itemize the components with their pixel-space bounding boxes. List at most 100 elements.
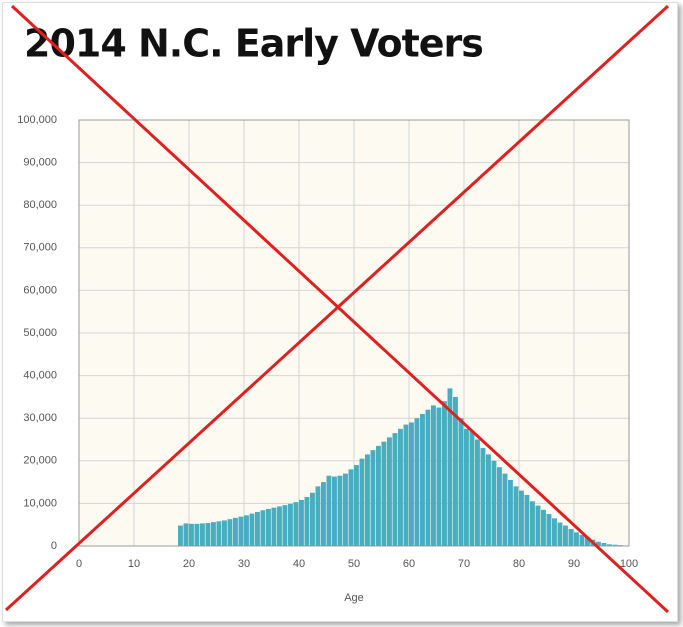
bar <box>233 517 238 546</box>
bar <box>200 523 205 546</box>
bar <box>222 520 227 546</box>
bar <box>563 525 568 546</box>
bar <box>376 445 381 546</box>
bar <box>508 479 513 546</box>
bar <box>524 494 530 546</box>
plot-border <box>78 119 630 547</box>
y-tick-label: 50,000 <box>23 327 57 339</box>
bar <box>277 506 282 546</box>
bar <box>612 544 618 546</box>
bar <box>530 501 535 546</box>
x-tick-label: 20 <box>183 558 195 570</box>
bar <box>607 544 612 546</box>
x-tick-label: 80 <box>513 558 525 570</box>
x-tick-label: 30 <box>238 558 250 570</box>
bar <box>337 475 343 546</box>
chart-title: 2014 N.C. Early Voters <box>24 22 483 66</box>
bar <box>513 486 519 546</box>
x-tick-label: 40 <box>293 558 305 570</box>
bar <box>249 513 255 546</box>
bar <box>332 476 337 546</box>
bar <box>464 428 469 546</box>
bar <box>321 482 326 546</box>
bar <box>216 521 222 546</box>
bar <box>574 532 579 546</box>
bar <box>354 465 359 546</box>
bar <box>420 413 425 546</box>
bar <box>194 523 200 546</box>
bar <box>491 460 497 546</box>
bar <box>370 450 376 546</box>
bar <box>205 522 211 546</box>
bar <box>359 458 365 546</box>
x-tick-label: 0 <box>76 558 82 570</box>
bar <box>348 469 354 546</box>
y-tick-label: 80,000 <box>23 199 57 211</box>
bar <box>409 422 414 546</box>
x-tick-label: 60 <box>403 558 415 570</box>
bar <box>552 518 557 546</box>
bar <box>475 439 480 546</box>
y-tick-label: 0 <box>51 540 57 552</box>
bar <box>486 454 491 546</box>
bar <box>502 473 508 546</box>
bar <box>447 388 453 546</box>
bar <box>381 441 387 546</box>
bar <box>282 505 288 546</box>
bar <box>453 396 458 546</box>
bars <box>178 388 629 546</box>
x-axis-label: Age <box>344 592 364 604</box>
bar <box>579 534 585 546</box>
bar <box>398 428 403 546</box>
bar <box>343 473 348 546</box>
bar <box>260 510 266 546</box>
bar <box>585 537 590 546</box>
bar <box>211 522 216 546</box>
bar <box>469 430 475 546</box>
bar <box>557 522 563 546</box>
y-tick-label: 100,000 <box>17 114 57 126</box>
bar <box>541 509 546 546</box>
bar <box>425 409 431 546</box>
bar <box>497 467 502 546</box>
bar <box>414 418 420 546</box>
cross-line <box>10 4 670 614</box>
x-tick-label: 90 <box>568 558 580 570</box>
bar <box>535 505 541 546</box>
bar <box>365 454 370 546</box>
bar <box>315 486 321 546</box>
y-tick-label: 10,000 <box>23 497 57 509</box>
bar <box>442 401 447 546</box>
bar <box>392 433 398 546</box>
bar <box>436 407 442 546</box>
bar <box>271 507 277 546</box>
bar <box>403 424 409 546</box>
x-tick-label: 100 <box>620 558 638 570</box>
bar <box>227 519 233 546</box>
bar <box>480 448 486 546</box>
x-tick-label: 50 <box>348 558 360 570</box>
y-tick-label: 60,000 <box>23 284 57 296</box>
x-tick-label: 10 <box>128 558 140 570</box>
bar <box>458 418 464 546</box>
y-tick-label: 90,000 <box>23 157 57 169</box>
x-tick-label: 70 <box>458 558 470 570</box>
bar <box>288 503 293 546</box>
y-tick-label: 40,000 <box>23 370 57 382</box>
bar <box>244 515 249 546</box>
bar <box>299 499 304 546</box>
bar <box>387 437 392 546</box>
bar <box>238 516 244 546</box>
y-tick-label: 30,000 <box>23 412 57 424</box>
bar <box>293 502 299 546</box>
bar <box>183 523 189 546</box>
bar <box>568 528 574 546</box>
bar <box>546 514 552 546</box>
bar <box>178 525 183 546</box>
bar <box>326 475 332 546</box>
bar <box>596 541 601 546</box>
y-tick-label: 70,000 <box>23 242 57 254</box>
bar <box>519 490 524 546</box>
bar <box>431 405 436 546</box>
